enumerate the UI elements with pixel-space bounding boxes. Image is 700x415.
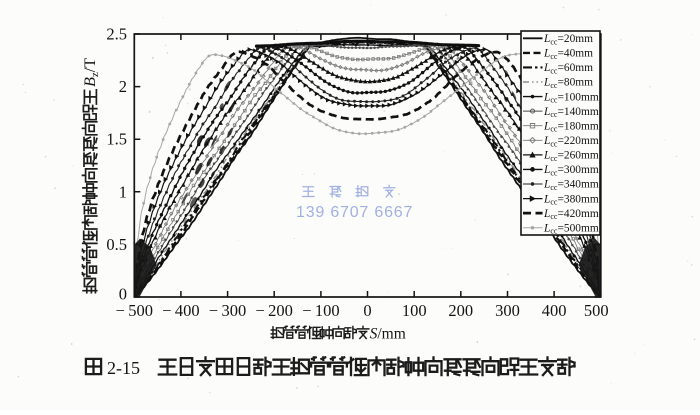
svg-text:Lcc=60mm: Lcc=60mm [543,62,593,75]
svg-text:1: 1 [119,182,127,201]
svg-text:Lcc=220mm: Lcc=220mm [543,135,599,148]
svg-text:2.5: 2.5 [106,25,127,44]
svg-text:Lcc=500mm: Lcc=500mm [543,222,599,235]
svg-text:2-15: 2-15 [107,358,140,378]
svg-text:0.5: 0.5 [106,235,127,254]
svg-text:300: 300 [495,301,520,320]
svg-text:139 6707 6667: 139 6707 6667 [296,204,413,221]
svg-text:Lcc=300mm: Lcc=300mm [543,164,599,177]
svg-text:Lcc=140mm: Lcc=140mm [543,106,599,119]
svg-text:− 400: − 400 [162,301,199,320]
svg-text:500: 500 [584,301,609,320]
svg-text:1.5: 1.5 [106,130,127,149]
svg-text:Lcc=380mm: Lcc=380mm [543,193,599,206]
svg-text:Lcc=260mm: Lcc=260mm [543,150,599,163]
svg-text:Lcc=40mm: Lcc=40mm [543,48,593,61]
svg-text:2: 2 [119,77,127,96]
svg-text:Lcc=80mm: Lcc=80mm [543,77,593,90]
svg-text:− 300: − 300 [209,301,246,320]
svg-text:Lcc=180mm: Lcc=180mm [543,120,599,133]
svg-text:Bz/T: Bz/T [82,58,101,87]
svg-text:Lcc=420mm: Lcc=420mm [543,208,599,221]
svg-text:100: 100 [402,301,427,320]
svg-text:Lcc=100mm: Lcc=100mm [543,91,599,104]
svg-text:Lcc=20mm: Lcc=20mm [543,33,593,46]
svg-text:0: 0 [119,285,127,304]
svg-text:− 500: − 500 [116,301,153,320]
svg-text:S/mm: S/mm [370,326,406,343]
svg-text:0: 0 [363,301,371,320]
svg-text:− 200: − 200 [256,301,293,320]
svg-text:400: 400 [542,301,567,320]
svg-text:− 100: − 100 [302,301,339,320]
svg-text:200: 200 [448,301,473,320]
svg-text:Lcc=340mm: Lcc=340mm [543,179,599,192]
